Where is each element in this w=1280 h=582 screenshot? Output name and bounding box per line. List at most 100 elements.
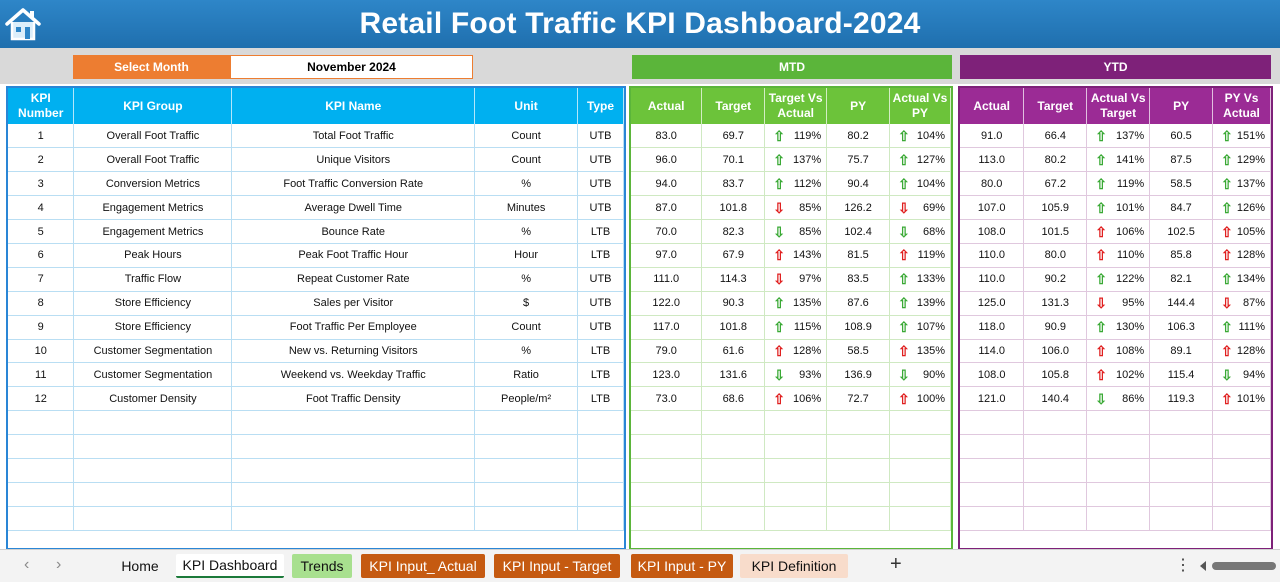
empty-cell[interactable] [1086, 506, 1151, 531]
kpi-name-cell[interactable]: Sales per Visitor [231, 291, 476, 316]
kpi-name-cell[interactable]: Total Foot Traffic [231, 124, 476, 149]
mtd-target-cell[interactable]: 70.1 [701, 147, 766, 173]
empty-cell[interactable] [73, 506, 233, 531]
ytd-actual-vs-target-cell[interactable]: ⇧ 141% [1086, 147, 1151, 173]
empty-cell[interactable] [826, 506, 890, 531]
mtd-py-cell[interactable]: 83.5 [826, 267, 890, 292]
ytd-target-cell[interactable]: 90.9 [1023, 315, 1088, 340]
empty-cell[interactable] [1023, 458, 1088, 483]
sheet-tab-kpi-input-actual[interactable]: KPI Input_ Actual [361, 554, 485, 578]
ytd-py-cell[interactable]: 89.1 [1149, 339, 1213, 364]
unit-cell[interactable]: Count [474, 147, 579, 173]
ytd-py-vs-actual-cell[interactable]: ⇧ 134% [1212, 267, 1271, 292]
mtd-py-cell[interactable]: 72.7 [826, 386, 890, 412]
empty-cell[interactable] [1212, 506, 1271, 531]
kpi-group-cell[interactable]: Customer Density [73, 386, 233, 412]
empty-cell[interactable] [960, 482, 1025, 507]
type-cell[interactable]: LTB [577, 219, 624, 244]
empty-cell[interactable] [73, 482, 233, 507]
empty-cell[interactable] [1086, 482, 1151, 507]
empty-cell[interactable] [889, 482, 951, 507]
empty-cell[interactable] [764, 482, 828, 507]
ytd-py-vs-actual-cell[interactable]: ⇧ 151% [1212, 124, 1271, 149]
ytd-py-vs-actual-cell[interactable]: ⇧ 105% [1212, 219, 1271, 244]
empty-cell[interactable] [1212, 458, 1271, 483]
empty-cell[interactable] [631, 506, 703, 531]
empty-cell[interactable] [73, 458, 233, 483]
scroll-left-icon[interactable] [1200, 561, 1206, 571]
mtd-py-cell[interactable]: 58.5 [826, 339, 890, 364]
mtd-py-cell[interactable]: 90.4 [826, 171, 890, 197]
prev-sheet-icon[interactable]: ‹ [24, 556, 30, 573]
ytd-target-cell[interactable]: 105.9 [1023, 195, 1088, 221]
mtd-actual-vs-py-cell[interactable]: ⇧ 127% [889, 147, 951, 173]
mtd-target-cell[interactable]: 61.6 [701, 339, 766, 364]
kpi-name-cell[interactable]: Average Dwell Time [231, 195, 476, 221]
kpi-number-cell[interactable]: 10 [8, 339, 75, 364]
mtd-target-cell[interactable]: 69.7 [701, 124, 766, 149]
mtd-target-cell[interactable]: 101.8 [701, 195, 766, 221]
type-cell[interactable]: UTB [577, 195, 624, 221]
sheet-tab-kpi-definition[interactable]: KPI Definition [740, 554, 848, 578]
unit-cell[interactable]: Count [474, 124, 579, 149]
mtd-target-vs-actual-cell[interactable]: ⇩ 97% [764, 267, 828, 292]
empty-cell[interactable] [231, 482, 476, 507]
sheet-tab-kpi-input-target[interactable]: KPI Input - Target [494, 554, 620, 578]
kpi-name-cell[interactable]: Weekend vs. Weekday Traffic [231, 362, 476, 388]
ytd-py-cell[interactable]: 87.5 [1149, 147, 1213, 173]
empty-cell[interactable] [73, 410, 233, 436]
ytd-target-cell[interactable]: 106.0 [1023, 339, 1088, 364]
empty-cell[interactable] [231, 410, 476, 436]
next-sheet-icon[interactable]: › [56, 556, 62, 573]
empty-cell[interactable] [960, 410, 1025, 436]
empty-cell[interactable] [1212, 410, 1271, 436]
empty-cell[interactable] [1149, 458, 1213, 483]
mtd-actual-vs-py-cell[interactable]: ⇧ 104% [889, 124, 951, 149]
ytd-actual-vs-target-cell[interactable]: ⇩ 95% [1086, 291, 1151, 316]
ytd-actual-cell[interactable]: 118.0 [960, 315, 1025, 340]
ytd-actual-vs-target-cell[interactable]: ⇧ 108% [1086, 339, 1151, 364]
mtd-actual-vs-py-cell[interactable]: ⇧ 100% [889, 386, 951, 412]
ytd-target-cell[interactable]: 90.2 [1023, 267, 1088, 292]
mtd-target-cell[interactable]: 82.3 [701, 219, 766, 244]
ytd-py-cell[interactable]: 106.3 [1149, 315, 1213, 340]
mtd-target-vs-actual-cell[interactable]: ⇧ 135% [764, 291, 828, 316]
type-cell[interactable]: UTB [577, 147, 624, 173]
ytd-actual-vs-target-cell[interactable]: ⇧ 137% [1086, 124, 1151, 149]
empty-cell[interactable] [1086, 410, 1151, 436]
ytd-actual-cell[interactable]: 110.0 [960, 243, 1025, 268]
ytd-py-cell[interactable]: 119.3 [1149, 386, 1213, 412]
empty-cell[interactable] [631, 458, 703, 483]
kpi-group-cell[interactable]: Customer Segmentation [73, 339, 233, 364]
kpi-number-cell[interactable]: 2 [8, 147, 75, 173]
mtd-py-cell[interactable]: 81.5 [826, 243, 890, 268]
kpi-group-cell[interactable]: Peak Hours [73, 243, 233, 268]
mtd-target-cell[interactable]: 83.7 [701, 171, 766, 197]
kpi-name-cell[interactable]: Peak Foot Traffic Hour [231, 243, 476, 268]
kpi-group-cell[interactable]: Customer Segmentation [73, 362, 233, 388]
mtd-target-vs-actual-cell[interactable]: ⇩ 85% [764, 219, 828, 244]
empty-cell[interactable] [73, 434, 233, 459]
mtd-actual-cell[interactable]: 70.0 [631, 219, 703, 244]
empty-cell[interactable] [1023, 482, 1088, 507]
empty-cell[interactable] [631, 482, 703, 507]
kpi-name-cell[interactable]: Repeat Customer Rate [231, 267, 476, 292]
sheet-tab-home[interactable]: Home [121, 558, 159, 574]
mtd-actual-cell[interactable]: 73.0 [631, 386, 703, 412]
type-cell[interactable]: LTB [577, 386, 624, 412]
empty-cell[interactable] [231, 434, 476, 459]
ytd-actual-cell[interactable]: 125.0 [960, 291, 1025, 316]
empty-cell[interactable] [889, 506, 951, 531]
empty-cell[interactable] [577, 482, 624, 507]
empty-cell[interactable] [889, 434, 951, 459]
kpi-group-cell[interactable]: Traffic Flow [73, 267, 233, 292]
ytd-actual-cell[interactable]: 80.0 [960, 171, 1025, 197]
ytd-py-vs-actual-cell[interactable]: ⇧ 128% [1212, 339, 1271, 364]
mtd-py-cell[interactable]: 136.9 [826, 362, 890, 388]
unit-cell[interactable]: People/m² [474, 386, 579, 412]
horizontal-scrollbar[interactable] [1200, 559, 1276, 573]
sheet-tab-trends[interactable]: Trends [292, 554, 352, 578]
empty-cell[interactable] [764, 506, 828, 531]
mtd-py-cell[interactable]: 108.9 [826, 315, 890, 340]
kpi-name-cell[interactable]: Unique Visitors [231, 147, 476, 173]
